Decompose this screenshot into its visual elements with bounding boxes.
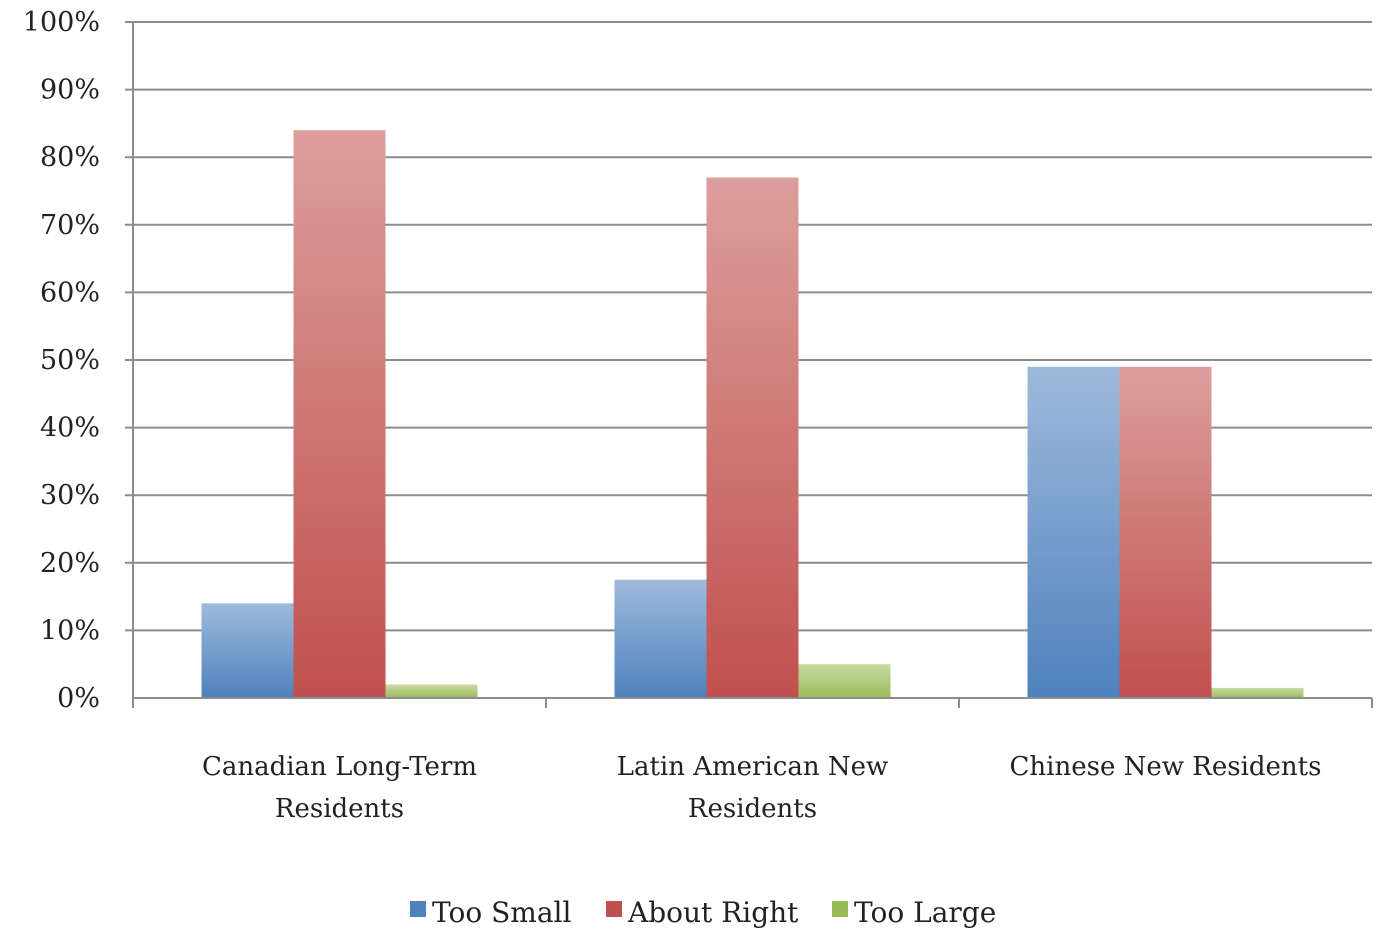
bar-too-small-1 [201, 603, 294, 698]
y-tick-label: 50% [40, 345, 100, 376]
bar-too-small-3 [1027, 366, 1120, 698]
y-axis-tick-labels: 0% 10% 20% 30% 40% 50% 60% 70% 80% 90% 100% [23, 7, 100, 714]
legend-swatch [606, 901, 622, 917]
y-tick-label: 100% [23, 7, 100, 38]
x-category-label: Canadian Long-Term Residents [202, 752, 477, 824]
legend: Too Small About Right Too Large [410, 896, 996, 929]
bar-too-large-3 [1211, 687, 1304, 698]
bar-too-large-2 [798, 664, 891, 698]
y-tick-label: 90% [40, 75, 100, 106]
y-tick-label: 60% [40, 277, 100, 308]
y-tick-label: 80% [40, 142, 100, 173]
legend-label: About Right [627, 896, 799, 929]
y-tick-label: 0% [57, 683, 100, 714]
y-tick-label: 10% [40, 615, 100, 646]
legend-item-too-large: Too Large [832, 896, 996, 929]
x-category-label: Chinese New Residents [1010, 752, 1322, 782]
x-category-label: Latin American New Residents [617, 752, 889, 824]
legend-swatch [410, 901, 426, 917]
y-tick-label: 70% [40, 210, 100, 241]
bar-too-large-1 [385, 684, 478, 698]
x-axis [132, 22, 1373, 708]
y-tick-label: 20% [40, 548, 100, 579]
bar-about-right-3 [1119, 366, 1212, 698]
legend-swatch [832, 901, 848, 917]
y-tick-label: 30% [40, 480, 100, 511]
legend-item-about-right: About Right [606, 896, 799, 929]
legend-item-too-small: Too Small [410, 896, 571, 929]
bar-too-small-2 [614, 579, 707, 698]
bar-about-right-1 [293, 130, 386, 698]
legend-label: Too Small [432, 896, 571, 929]
x-axis-category-labels: Canadian Long-Term Residents Latin America… [202, 752, 1322, 824]
bars [201, 130, 1304, 699]
bar-about-right-2 [706, 177, 799, 699]
y-tick-label: 40% [40, 413, 100, 444]
legend-label: Too Large [854, 896, 996, 929]
